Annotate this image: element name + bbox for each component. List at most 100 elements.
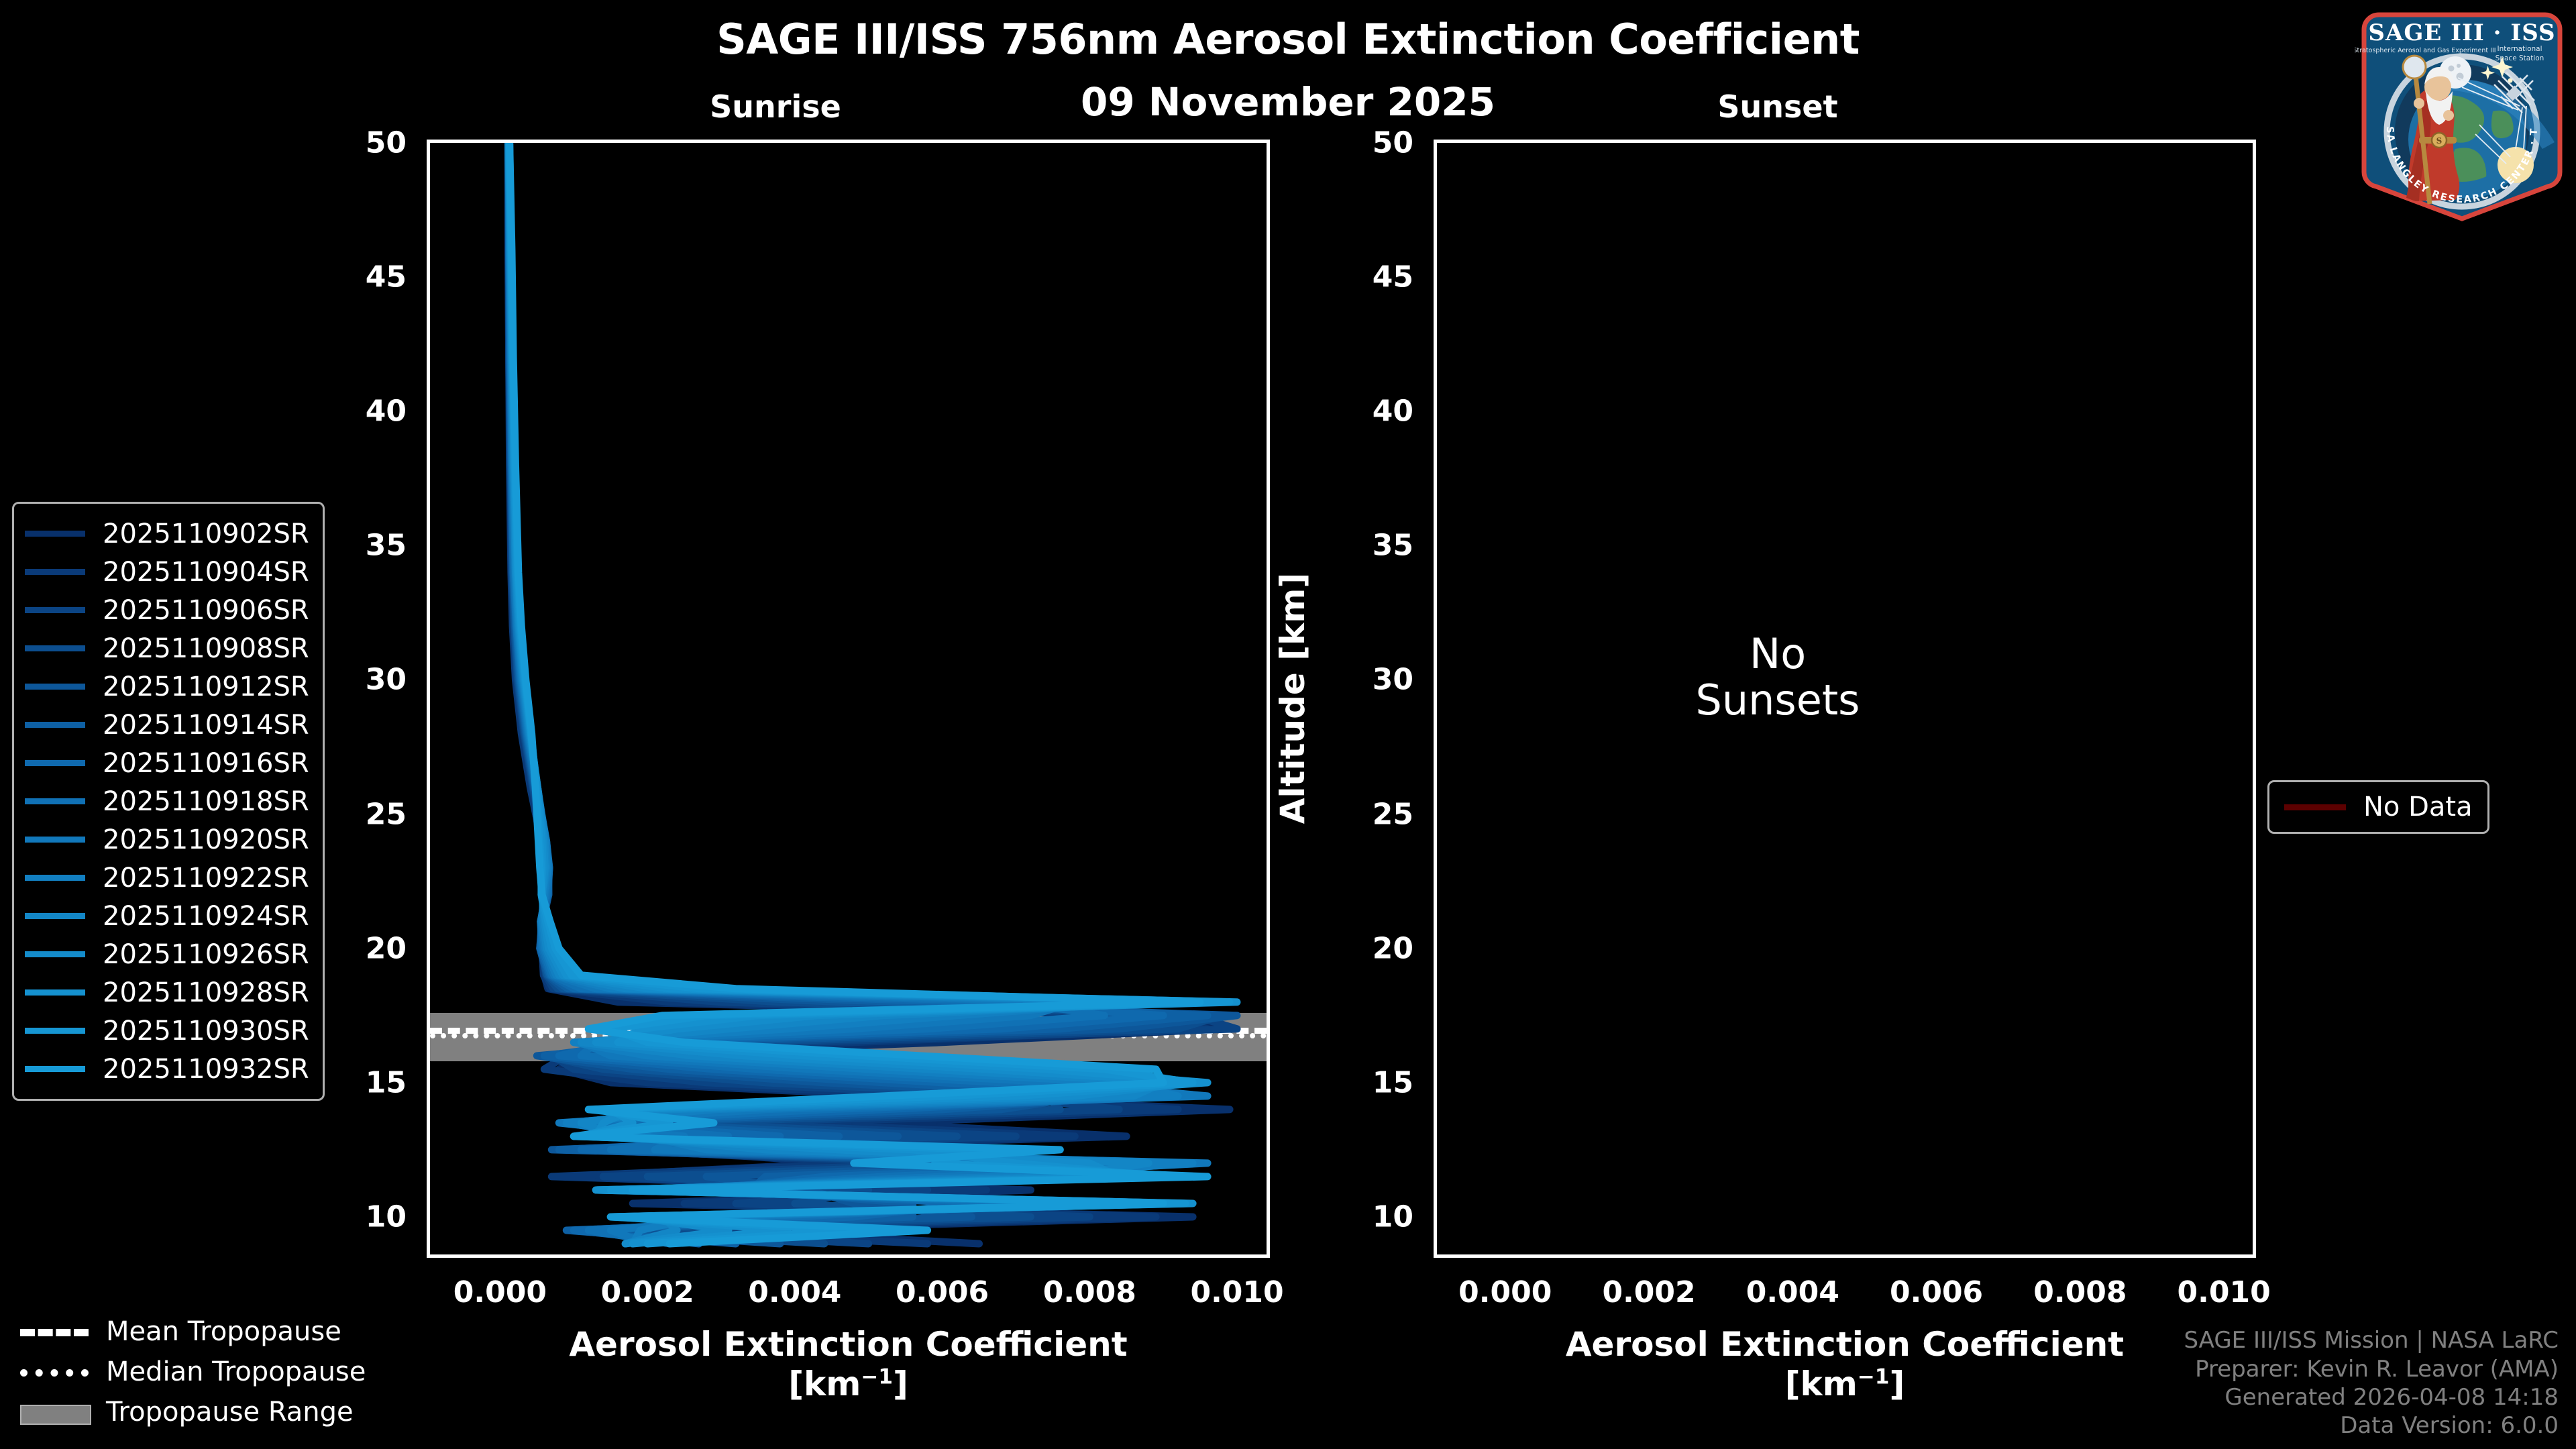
y-axis-tick-label: 10 [365,1199,407,1234]
footer-credits: SAGE III/ISS Mission | NASA LaRC Prepare… [2184,1326,2559,1440]
x-axis-tick [2222,1254,2225,1258]
legend-color-swatch [25,837,85,843]
legend-item-label: 2025110902SR [103,518,309,549]
tropopause-legend-label: Tropopause Range [106,1397,354,1428]
y-axis-tick-label: 40 [365,394,407,429]
x-axis-tick [1648,1254,1650,1258]
legend-item[interactable]: 2025110932SR [25,1050,309,1088]
series-legend[interactable]: 2025110902SR 2025110904SR 2025110906SR 2025… [12,502,325,1101]
legend-item[interactable]: 2025110916SR [25,744,309,782]
y-axis-tick [427,142,430,144]
x-axis-tick-label: 0.004 [748,1275,842,1309]
tropopause-legend-item: Mean Tropopause [20,1311,366,1352]
legend-item-label: 2025110918SR [103,786,309,817]
no-sunsets-note: No Sunsets [1695,629,1860,725]
legend-item[interactable]: 2025110912SR [25,667,309,706]
y-axis-tick-label: 35 [365,528,407,563]
legend-item[interactable]: 2025110924SR [25,897,309,935]
x-axis-tick [1236,1254,1238,1258]
legend-item-label: 2025110904SR [103,556,309,588]
sage-iii-iss-mission-patch-logo: S BALL · NASA LANGLEY RESEARCH CENTER · … [2355,12,2563,221]
tropopause-legend-label: Median Tropopause [106,1356,366,1387]
footer-line-version: Data Version: 6.0.0 [2340,1411,2559,1439]
y-axis-tick [1434,410,1437,413]
x-axis-tick [1504,1254,1507,1258]
legend-item[interactable]: 2025110928SR [25,973,309,1012]
legend-item[interactable]: 2025110914SR [25,706,309,744]
y-axis-tick [427,678,430,681]
y-axis-tick-label: 25 [365,797,407,832]
legend-color-swatch [25,798,85,804]
x-axis-tick-label: 0.000 [453,1275,547,1309]
y-axis-tick-label: 15 [1372,1065,1413,1100]
legend-item[interactable]: 2025110906SR [25,591,309,629]
y-axis-tick [427,947,430,950]
legend-item-label: 2025110924SR [103,900,309,932]
plot-area-sunrise [427,140,1270,1258]
panel-title-sunset: Sunset [1717,89,1838,125]
y-axis-tick [427,276,430,278]
legend-item[interactable]: 2025110920SR [25,820,309,859]
patch-artwork: S BALL · NASA LANGLEY RESEARCH CENTER · … [2364,15,2555,210]
x-axis-tick-label: 0.006 [1890,1275,1984,1309]
y-axis-tick [1434,813,1437,816]
legend-item-label: 2025110912SR [103,671,309,702]
star-small [2508,78,2513,83]
y-axis-tick [1434,276,1437,278]
x-axis-tick-label: 0.010 [2177,1275,2271,1309]
x-axis-tick-label: 0.008 [1042,1275,1136,1309]
legend-item-label: 2025110922SR [103,862,309,894]
y-axis-tick [427,1216,430,1218]
tropopause-legend-item: Tropopause Range [20,1392,366,1432]
legend-item[interactable]: 2025110908SR [25,629,309,667]
legend-item-label: 2025110926SR [103,938,309,970]
legend-item-label: 2025110920SR [103,824,309,855]
y-axis-tick-label: 30 [1372,662,1413,697]
y-axis-tick-label: 25 [1372,797,1413,832]
no-data-legend[interactable]: No Data [2267,780,2489,834]
tropopause-legend-label: Mean Tropopause [106,1316,341,1347]
series-line [506,143,1212,1248]
date-subtitle: 09 November 2025 [1081,79,1495,125]
legend-item[interactable]: 2025110904SR [25,553,309,591]
sunrise-series-plot [504,143,1241,1248]
legend-color-swatch [25,531,85,537]
y-axis-tick [1434,947,1437,950]
y-axis-tick-label: 20 [365,931,407,966]
legend-color-swatch [25,760,85,766]
x-axis-tick [941,1254,944,1258]
y-axis-tick [1434,544,1437,547]
tropopause-legend-item: Median Tropopause [20,1352,366,1392]
footer-line-preparer: Preparer: Kevin R. Leavor (AMA) [2195,1355,2559,1383]
legend-color-swatch [25,1028,85,1034]
legend-item[interactable]: 2025110926SR [25,935,309,973]
y-axis-tick-label: 45 [365,260,407,294]
legend-item[interactable]: 2025110930SR [25,1012,309,1050]
no-data-line-swatch [2284,804,2346,810]
y-axis-tick [427,813,430,816]
x-axis-tick [2079,1254,2082,1258]
legend-color-swatch [25,684,85,690]
x-axis-tick-label: 0.000 [1458,1275,1552,1309]
legend-item-label: 2025110930SR [103,1015,309,1046]
legend-item[interactable]: 2025110922SR [25,859,309,897]
tropopause-legend: Mean Tropopause Median Tropopause Tropopau… [20,1311,366,1432]
y-axis-tick [1434,142,1437,144]
y-axis-tick-label: 40 [1372,394,1413,429]
x-axis-tick-label: 0.002 [600,1275,694,1309]
svg-text:S: S [2436,136,2443,146]
no-data-legend-label: No Data [2363,792,2473,822]
tropopause-legend-marker [20,1324,89,1339]
legend-item[interactable]: 2025110902SR [25,515,309,553]
legend-item-label: 2025110916SR [103,747,309,779]
iss-module [2506,85,2522,101]
legend-color-swatch [25,569,85,575]
legend-item-label: 2025110928SR [103,977,309,1008]
y-axis-tick [427,410,430,413]
x-axis-tick-label: 0.004 [1746,1275,1839,1309]
legend-item-label: 2025110908SR [103,633,309,664]
y-axis-tick [427,1081,430,1084]
y-axis-tick-label: 50 [1372,125,1413,160]
legend-item[interactable]: 2025110918SR [25,782,309,820]
